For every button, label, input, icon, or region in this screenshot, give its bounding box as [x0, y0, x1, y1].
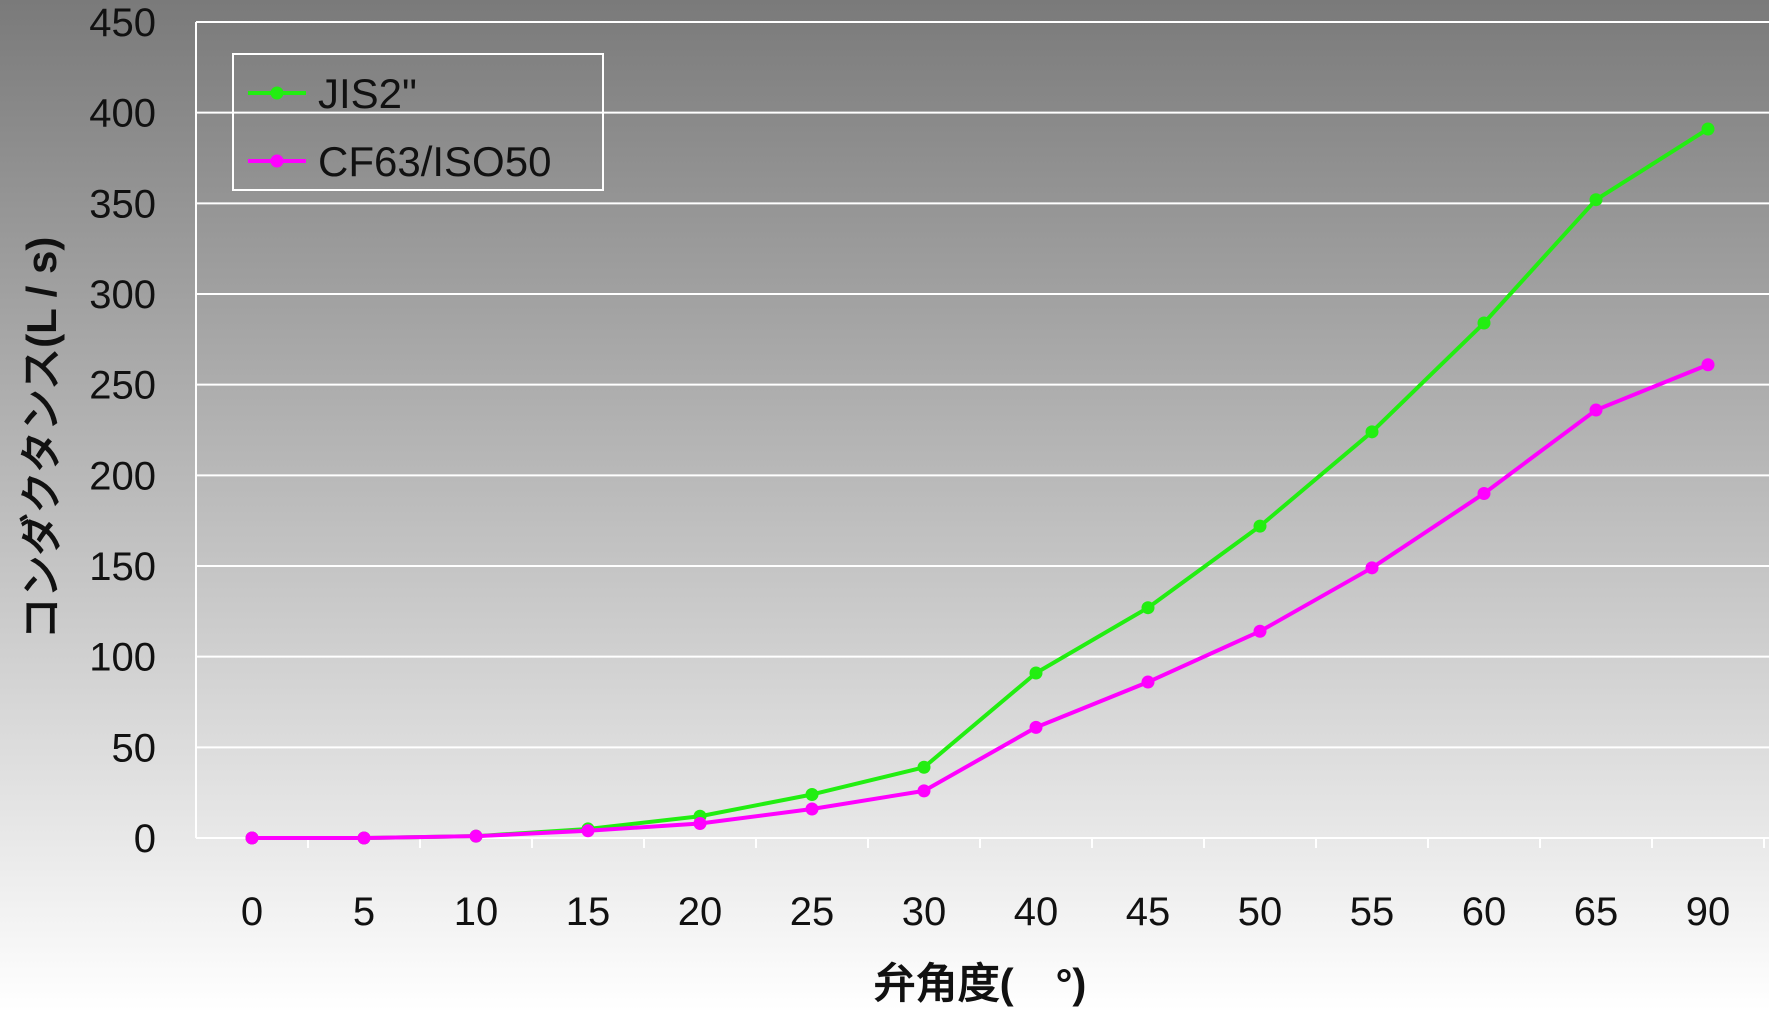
y-tick-label-150: 150	[89, 545, 156, 589]
data-point-s1-90	[1701, 358, 1715, 372]
data-point-s1-10	[469, 829, 483, 843]
x-tick-label-60: 60	[1462, 890, 1507, 934]
data-point-s0-25	[805, 787, 819, 801]
legend-box	[232, 53, 604, 191]
data-point-s1-15	[581, 824, 595, 838]
y-tick-label-50: 50	[112, 726, 157, 770]
series-line-1	[252, 362, 1709, 840]
legend-label-0: JIS2"	[318, 70, 417, 117]
y-tick-label-450: 450	[89, 1, 156, 45]
data-point-s0-50	[1253, 519, 1267, 533]
x-tick-label-90: 90	[1686, 890, 1731, 934]
y-tick-label-100: 100	[89, 636, 156, 680]
x-tick-label-40: 40	[1014, 890, 1059, 934]
data-point-s1-20	[693, 816, 707, 830]
y-tick-label-200: 200	[89, 454, 156, 498]
x-tick-label-20: 20	[678, 890, 723, 934]
x-tick-label-65: 65	[1574, 890, 1619, 934]
data-point-s1-55	[1365, 561, 1379, 575]
data-point-s1-40	[1029, 720, 1043, 734]
data-point-s0-60	[1477, 316, 1491, 330]
y-axis-title: コンダクタンス(L / s)	[18, 237, 65, 640]
data-point-s1-65	[1589, 403, 1603, 417]
data-point-s1-0	[245, 831, 259, 845]
x-tick-label-45: 45	[1126, 890, 1171, 934]
x-tick-label-30: 30	[902, 890, 947, 934]
data-point-s0-90	[1701, 122, 1715, 136]
data-point-s0-55	[1365, 425, 1379, 439]
legend: JIS2" CF63/ISO50	[232, 53, 604, 191]
x-tick-label-10: 10	[454, 890, 499, 934]
data-point-s1-30	[917, 784, 931, 798]
x-tick-label-55: 55	[1350, 890, 1395, 934]
data-point-s0-65	[1589, 193, 1603, 207]
x-tick-label-0: 0	[241, 890, 263, 934]
data-point-s1-45	[1141, 675, 1155, 689]
legend-label-1: CF63/ISO50	[318, 138, 551, 185]
data-point-s1-25	[805, 802, 819, 816]
legend-swatch-marker-1	[270, 154, 284, 168]
data-point-s1-60	[1477, 486, 1491, 500]
x-tick-label-25: 25	[790, 890, 835, 934]
x-tick-label-50: 50	[1238, 890, 1283, 934]
data-point-s0-40	[1029, 666, 1043, 680]
y-tick-label-0: 0	[134, 817, 156, 861]
legend-swatch-marker-0	[270, 86, 284, 100]
gridlines	[196, 21, 1769, 749]
series-group	[245, 122, 1715, 845]
y-tick-label-400: 400	[89, 92, 156, 136]
x-tick-label-15: 15	[566, 890, 611, 934]
y-tick-label-250: 250	[89, 364, 156, 408]
x-tick-label-5: 5	[353, 890, 375, 934]
y-tick-label-300: 300	[89, 273, 156, 317]
data-point-s1-50	[1253, 624, 1267, 638]
x-axis-title: 弁角度( °)	[874, 960, 1087, 1007]
y-tick-label-350: 350	[89, 182, 156, 226]
data-point-s1-5	[357, 831, 371, 845]
data-point-s0-30	[917, 760, 931, 774]
data-point-s0-45	[1141, 601, 1155, 615]
